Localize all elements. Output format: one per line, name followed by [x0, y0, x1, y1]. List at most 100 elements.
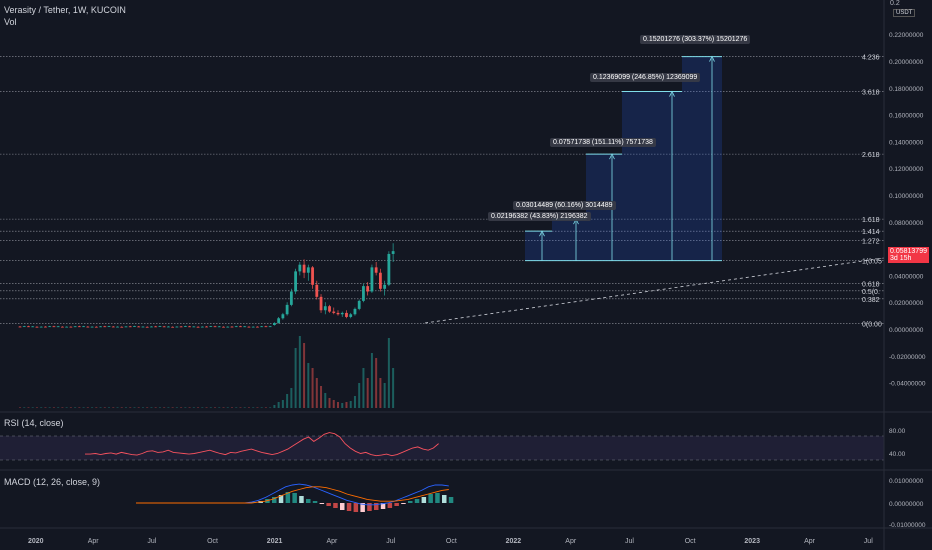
projection-arrowhead: [539, 230, 545, 237]
volume-bar: [341, 403, 344, 408]
candle-body: [345, 312, 348, 317]
price-tick: 0.16000000: [889, 113, 924, 120]
volume-bar: [158, 407, 161, 408]
candle-body: [328, 306, 331, 312]
macd-histogram-bar: [299, 496, 304, 503]
time-tick: Jul: [625, 538, 634, 545]
fib-label: 1.414: [862, 229, 880, 236]
candle-body: [167, 326, 170, 328]
candle-body: [133, 326, 136, 327]
candle-body: [332, 311, 336, 313]
volume-bar: [315, 378, 318, 408]
candle-body: [162, 326, 166, 328]
macd-histogram-bar: [448, 497, 454, 503]
macd-histogram-bar: [401, 503, 406, 504]
macd-histogram-bar: [367, 503, 372, 511]
volume-label[interactable]: Vol: [4, 17, 17, 27]
volume-bar: [69, 407, 72, 408]
measure-label-2: 0.03014489 (60.16%) 3014489: [513, 201, 616, 210]
price-tick: 0.20000000: [889, 59, 924, 66]
candle-body: [179, 326, 183, 328]
volume-bar: [120, 407, 123, 408]
volume-bar: [303, 343, 306, 408]
volume-bar: [95, 407, 98, 408]
volume-bar: [358, 383, 361, 408]
volume-bar: [163, 407, 166, 408]
volume-bar: [332, 400, 335, 408]
macd-histogram-bar: [340, 503, 345, 510]
volume-bar: [290, 388, 293, 408]
volume-bar: [137, 407, 140, 408]
price-tick: 0.14000000: [889, 139, 924, 146]
candle-body: [226, 326, 230, 328]
candle-body: [251, 326, 255, 328]
price-tick: 0.00000000: [889, 327, 924, 334]
projection-box: [622, 91, 682, 261]
candle-body: [256, 326, 259, 328]
time-tick: Apr: [327, 538, 339, 545]
time-tick: Jul: [386, 538, 395, 545]
volume-bar: [78, 407, 81, 408]
volume-bar: [392, 368, 395, 408]
currency-badge[interactable]: USDT: [893, 9, 916, 17]
time-tick: Apr: [88, 538, 100, 545]
projection-arrowhead: [669, 90, 675, 97]
volume-bar: [86, 407, 89, 408]
volume-bar: [23, 407, 26, 408]
candle-body: [370, 267, 374, 292]
fib-label: 0.5(0.: [862, 289, 880, 296]
fib-label: 0(0.00: [862, 322, 882, 329]
volume-bar: [31, 407, 34, 408]
candle-body: [379, 272, 382, 289]
candle-body: [145, 326, 149, 328]
symbol-title[interactable]: Verasity / Tether, 1W, KUCOIN: [4, 5, 126, 15]
volume-bar: [298, 336, 301, 408]
volume-bar: [349, 401, 352, 408]
candle-body: [120, 326, 124, 328]
candle-body: [27, 326, 30, 328]
price-tick: -0.02000000: [889, 354, 926, 361]
price-tick: 0.08000000: [889, 220, 924, 227]
candle-body: [22, 326, 26, 328]
projection-box: [525, 231, 552, 261]
volume-bar: [201, 407, 204, 408]
price-tick: 0.22000000: [889, 32, 924, 39]
volume-bar: [366, 378, 369, 408]
macd-title[interactable]: MACD (12, 26, close, 9): [4, 477, 101, 487]
candle-body: [90, 326, 94, 328]
rsi-title[interactable]: RSI (14, close): [4, 418, 64, 428]
candle-body: [44, 326, 47, 328]
signal-line: [136, 486, 449, 504]
volume-bar: [44, 407, 47, 408]
macd-histogram-bar: [408, 501, 413, 503]
candle-body: [366, 286, 370, 292]
macd-tick: 0.01000000: [889, 478, 924, 485]
price-tick: -0.04000000: [889, 381, 926, 388]
macd-histogram-bar: [414, 499, 420, 503]
candle-body: [154, 326, 158, 328]
rsi-tick: 80.00: [889, 428, 906, 435]
candle-body: [18, 326, 22, 328]
volume-bar: [150, 407, 153, 408]
candle-body: [311, 267, 314, 285]
volume-bar: [103, 407, 106, 408]
fib-label: 1.272: [862, 239, 880, 246]
current-price-tag: 0.05813799 3d 15h: [888, 247, 929, 263]
macd-histogram-bar: [421, 497, 427, 503]
time-tick: 2023: [744, 538, 760, 545]
volume-bar: [35, 407, 38, 408]
volume-bar: [154, 407, 157, 408]
candle-body: [306, 267, 310, 273]
volume-bar: [171, 407, 174, 408]
volume-bar: [239, 407, 242, 408]
volume-bar: [387, 338, 390, 408]
projection-arrowhead: [709, 55, 715, 62]
candle-body: [285, 304, 289, 315]
candle-body: [128, 326, 132, 328]
candle-body: [39, 326, 43, 328]
macd-histogram-bar: [353, 503, 359, 512]
measure-label-4: 0.12369099 (246.85%) 12369099: [590, 73, 701, 82]
projection-boxes: [525, 55, 722, 262]
